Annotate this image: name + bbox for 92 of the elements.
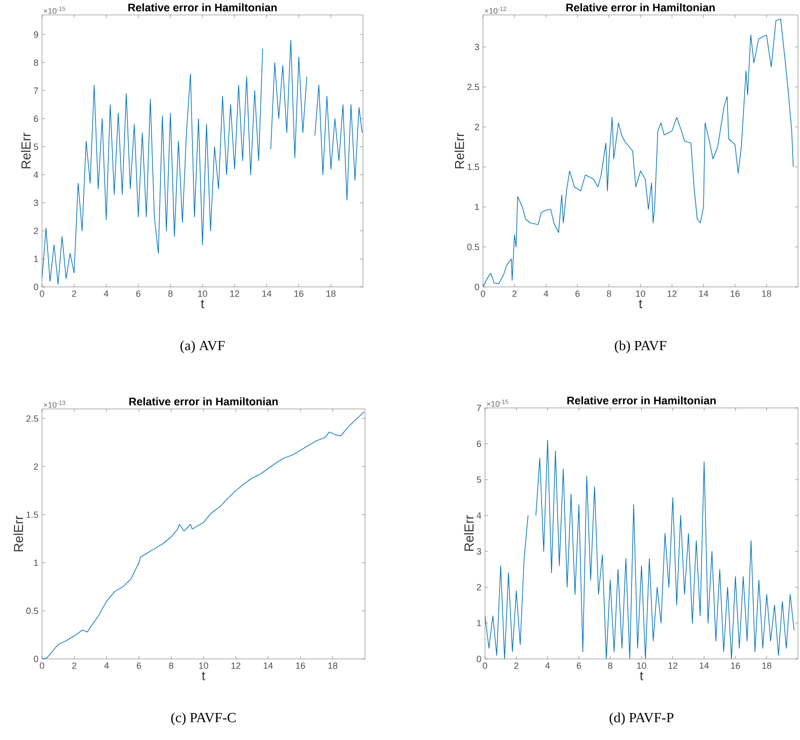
- x-tick-label: 0: [40, 290, 44, 297]
- text: (d) PAVF-P: [610, 712, 674, 726]
- text: (b) PAVF: [614, 340, 666, 354]
- x-tick-label: 8: [608, 662, 612, 669]
- y-tick-label: 2: [476, 584, 482, 590]
- x-tick-label: 16: [296, 662, 306, 669]
- y-tick-label: 4: [476, 512, 482, 519]
- y-tick-label: 7: [476, 404, 482, 412]
- x-tick-label: 6: [136, 662, 142, 669]
- x-tick-label: 4: [104, 662, 109, 669]
- x-axis-title: t: [200, 300, 204, 308]
- x-tick-label: 8: [169, 662, 174, 669]
- y-tick-label: 2: [34, 228, 38, 234]
- y-tick-label: 0: [34, 284, 38, 290]
- y-tick-label: 3: [474, 44, 480, 50]
- text: ×10$^{-15}$: [486, 400, 508, 407]
- y-tick-label: 0: [34, 656, 38, 662]
- x-tick-label: 14: [262, 290, 272, 297]
- x-tick-label: 10: [636, 290, 646, 297]
- chart-title: Relative error in Hamiltonian: [566, 3, 715, 12]
- x-tick-label: 18: [326, 290, 336, 297]
- y-tick-label: 0: [474, 284, 480, 290]
- y-tick-label: 4: [34, 172, 38, 178]
- x-tick-label: 4: [544, 290, 548, 297]
- y-tick-label: 2: [474, 124, 480, 130]
- x-tick-label: 12: [231, 662, 240, 669]
- chart-title: Relative error in Hamiltonian: [567, 396, 716, 404]
- x-tick-label: 0: [482, 662, 488, 669]
- x-tick-label: 6: [136, 290, 140, 297]
- x-tick-label: 16: [731, 662, 740, 669]
- x-tick-label: 10: [637, 662, 646, 669]
- y-tick-label: 1: [477, 620, 482, 626]
- y-tick-label: 2.5: [26, 415, 38, 422]
- y-tick-label: 0: [476, 656, 482, 662]
- x-tick-label: 16: [730, 290, 740, 297]
- y-tick-label: 9: [34, 31, 38, 38]
- y-tick-label: 5: [476, 476, 482, 483]
- y-tick-label: 2: [34, 464, 38, 470]
- x-tick-label: 8: [168, 290, 173, 297]
- y-axis-title: RelErr: [14, 516, 24, 552]
- x-tick-label: 18: [762, 290, 772, 297]
- x-tick-label: 18: [762, 662, 772, 669]
- x-tick-label: 2: [72, 662, 76, 669]
- text: ×10$^{-12}$: [484, 6, 506, 14]
- x-tick-label: 0: [40, 662, 44, 669]
- x-tick-label: 12: [668, 662, 678, 669]
- x-axis-title: t: [640, 672, 644, 680]
- x-tick-label: 2: [512, 290, 517, 297]
- line-series: [42, 412, 365, 659]
- x-tick-label: 14: [264, 662, 273, 669]
- text: ×10$^{-15}$: [44, 6, 66, 14]
- y-tick-label: 1.5: [26, 512, 38, 518]
- y-tick-label: 1: [34, 256, 38, 262]
- y-tick-label: 8: [34, 59, 38, 66]
- y-tick-label: 6: [34, 116, 38, 122]
- y-tick-label: 0.5: [26, 608, 38, 614]
- x-tick-label: 6: [575, 290, 580, 297]
- x-tick-label: 14: [700, 662, 709, 669]
- y-tick-label: 1: [34, 560, 38, 566]
- x-tick-label: 16: [294, 290, 304, 297]
- x-tick-label: 2: [72, 290, 76, 297]
- y-axis-title: RelErr: [454, 132, 464, 168]
- text: (a) AVF: [180, 340, 225, 354]
- x-tick-label: 4: [104, 290, 108, 297]
- x-tick-label: 8: [606, 290, 612, 297]
- x-tick-label: 12: [668, 290, 677, 297]
- chart-title: Relative error in Hamiltonian: [128, 3, 277, 12]
- x-axis-title: t: [202, 672, 206, 680]
- text: ×10$^{-13}$: [44, 400, 66, 408]
- x-tick-label: 10: [198, 290, 208, 297]
- y-axis-title: RelErr: [464, 515, 474, 551]
- y-axis-title: RelErr: [21, 132, 31, 168]
- x-tick-label: 14: [699, 290, 708, 297]
- x-tick-label: 10: [199, 662, 208, 669]
- y-tick-label: 3: [476, 548, 482, 555]
- line-series: [483, 18, 794, 287]
- y-tick-label: 2.5: [467, 84, 480, 90]
- y-tick-label: 5: [34, 144, 38, 150]
- y-tick-label: 0.5: [467, 244, 480, 250]
- y-tick-label: 1: [475, 204, 480, 210]
- x-tick-label: 6: [576, 662, 582, 669]
- y-tick-label: 3: [34, 200, 38, 206]
- x-tick-label: 18: [328, 662, 338, 669]
- x-tick-label: 4: [545, 662, 550, 669]
- y-tick-label: 1.5: [468, 164, 480, 170]
- x-axis-title: t: [638, 300, 642, 308]
- chart-title: Relative error in Hamiltonian: [129, 397, 278, 406]
- x-tick-label: 2: [514, 662, 518, 669]
- text: (c) PAVF-C: [171, 712, 236, 726]
- y-tick-label: 6: [476, 440, 482, 448]
- x-tick-label: 12: [230, 290, 240, 297]
- y-tick-label: 7: [34, 88, 38, 94]
